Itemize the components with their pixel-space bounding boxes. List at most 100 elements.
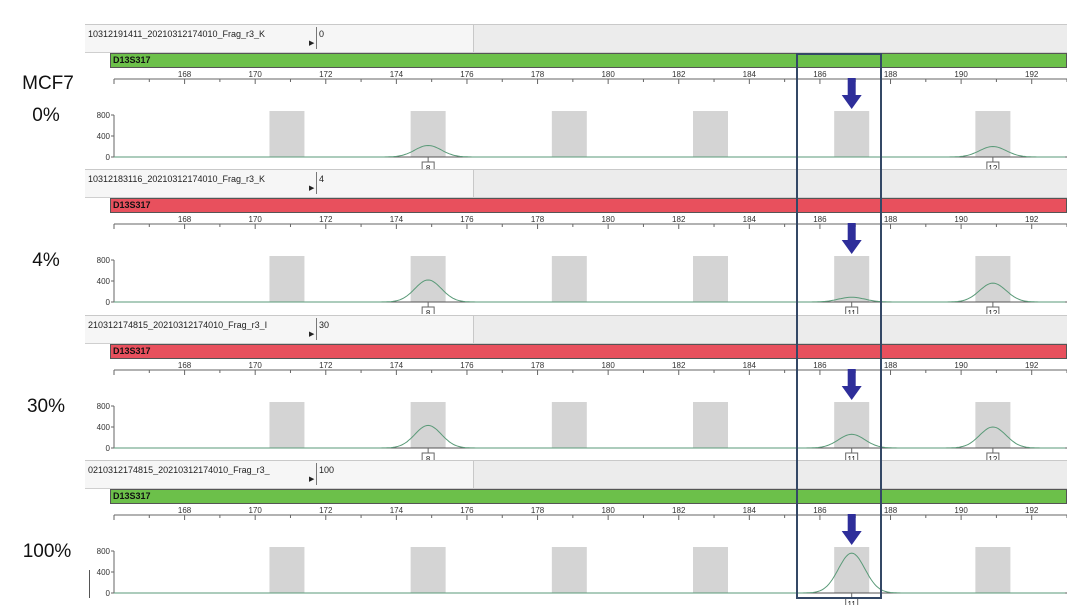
sample-name: 210312174815_20210312174010_Frag_r3_I <box>88 320 268 330</box>
y-tick-label: 0 <box>106 444 111 453</box>
x-tick-label: 178 <box>531 70 545 79</box>
x-tick-label: 172 <box>319 506 333 515</box>
electropherogram-plot: 168 170 172 174 176 178 180 182 184 186 188 190 192 0… <box>97 361 1067 460</box>
down-arrow-icon <box>841 514 862 545</box>
percent-label: 30% <box>26 396 66 417</box>
sample-name-cell[interactable]: 0210312174815_20210312174010_Frag_r3_ ▶ … <box>85 461 474 488</box>
allele-label: 8 <box>426 309 431 314</box>
expand-arrow-icon[interactable]: ▶ <box>309 40 315 47</box>
x-tick-label: 186 <box>813 70 827 79</box>
allele-11-highlight-box <box>796 53 882 599</box>
allele-bin <box>975 547 1011 593</box>
y-tick-label: 800 <box>97 402 111 411</box>
percent-label: 4% <box>32 250 60 271</box>
x-tick-label: 168 <box>178 215 192 224</box>
allele-bin <box>975 402 1011 448</box>
header-divider <box>316 27 317 49</box>
down-arrow-icon <box>841 223 862 254</box>
electropherogram-panel: 10312191411_20210312174010_Frag_r3_K ▶ 0… <box>85 24 1067 169</box>
x-tick-label: 180 <box>601 361 615 370</box>
locus-name: D13S317 <box>113 346 151 356</box>
allele-bin <box>269 402 305 448</box>
allele-label-box <box>421 306 435 314</box>
allele-label-box <box>421 161 435 169</box>
x-tick-label: 178 <box>531 361 545 370</box>
sample-value: 0 <box>319 29 325 39</box>
allele-bin <box>410 256 446 302</box>
expand-arrow-icon[interactable]: ▶ <box>309 476 315 483</box>
x-tick-label: 184 <box>743 361 757 370</box>
x-tick-label: 176 <box>460 70 474 79</box>
allele-bin <box>975 111 1011 157</box>
sample-name-cell[interactable]: 210312174815_20210312174010_Frag_r3_I ▶ … <box>85 316 474 343</box>
x-tick-label: 170 <box>249 215 263 224</box>
x-tick-label: 192 <box>1025 215 1039 224</box>
sample-name-cell[interactable]: 10312183116_20210312174010_Frag_r3_K ▶ 4 <box>85 170 474 197</box>
allele-bin <box>551 547 587 593</box>
allele-bin <box>551 256 587 302</box>
allele-label: 11 <box>848 455 857 460</box>
allele-label-box <box>845 452 859 460</box>
x-tick-label: 192 <box>1025 506 1039 515</box>
x-tick-label: 178 <box>531 506 545 515</box>
x-tick-label: 176 <box>460 361 474 370</box>
allele-bin <box>693 256 729 302</box>
allele-label: 11 <box>848 600 857 605</box>
allele-bin <box>834 402 870 448</box>
x-tick-label: 180 <box>601 70 615 79</box>
y-tick-label: 400 <box>97 277 111 286</box>
down-arrow-icon <box>841 369 862 400</box>
x-tick-label: 168 <box>178 70 192 79</box>
x-tick-label: 168 <box>178 506 192 515</box>
x-tick-label: 174 <box>390 70 404 79</box>
allele-label: 8 <box>426 455 431 460</box>
electropherogram-panel: 10312183116_20210312174010_Frag_r3_K ▶ 4… <box>85 169 1067 314</box>
x-tick-label: 172 <box>319 215 333 224</box>
y-tick-label: 0 <box>106 589 111 598</box>
signal-trace <box>114 279 1066 303</box>
x-tick-label: 182 <box>672 506 686 515</box>
allele-label: 12 <box>988 164 997 169</box>
electropherogram-panel: 0210312174815_20210312174010_Frag_r3_ ▶ … <box>85 460 1067 605</box>
allele-bin <box>693 111 729 157</box>
sample-value: 100 <box>319 465 335 475</box>
x-tick-label: 170 <box>249 506 263 515</box>
x-tick-label: 190 <box>954 361 968 370</box>
x-tick-label: 184 <box>743 70 757 79</box>
x-tick-label: 170 <box>249 361 263 370</box>
sample-name: 0210312174815_20210312174010_Frag_r3_ <box>88 465 270 475</box>
allele-label: 12 <box>988 309 997 314</box>
allele-label: 8 <box>426 164 431 169</box>
expand-arrow-icon[interactable]: ▶ <box>309 331 315 338</box>
y-tick-label: 0 <box>106 153 111 162</box>
x-tick-label: 190 <box>954 506 968 515</box>
allele-bin <box>693 547 729 593</box>
allele-label-box <box>986 161 1000 169</box>
y-tick-label: 800 <box>97 111 111 120</box>
signal-trace <box>114 144 1066 158</box>
x-tick-label: 192 <box>1025 70 1039 79</box>
x-tick-label: 184 <box>743 506 757 515</box>
allele-label-box <box>986 306 1000 314</box>
percent-label: 100% <box>22 541 72 562</box>
allele-bin <box>551 402 587 448</box>
sample-value: 4 <box>319 174 325 184</box>
allele-bin <box>269 256 305 302</box>
signal-trace <box>114 552 1066 594</box>
x-tick-label: 186 <box>813 506 827 515</box>
x-tick-label: 182 <box>672 70 686 79</box>
x-tick-label: 168 <box>178 361 192 370</box>
x-tick-label: 184 <box>743 215 757 224</box>
sample-name-cell[interactable]: 10312191411_20210312174010_Frag_r3_K ▶ 0 <box>85 25 474 52</box>
x-tick-label: 188 <box>884 70 898 79</box>
x-tick-label: 182 <box>672 361 686 370</box>
y-tick-label: 0 <box>106 298 111 307</box>
locus-name: D13S317 <box>113 491 151 501</box>
locus-bar: D13S317 <box>110 53 1067 68</box>
locus-bar: D13S317 <box>110 489 1067 504</box>
x-tick-label: 188 <box>884 215 898 224</box>
x-tick-label: 180 <box>601 506 615 515</box>
x-tick-label: 170 <box>249 70 263 79</box>
expand-arrow-icon[interactable]: ▶ <box>309 185 315 192</box>
sample-header: 210312174815_20210312174010_Frag_r3_I ▶ … <box>85 315 1067 344</box>
